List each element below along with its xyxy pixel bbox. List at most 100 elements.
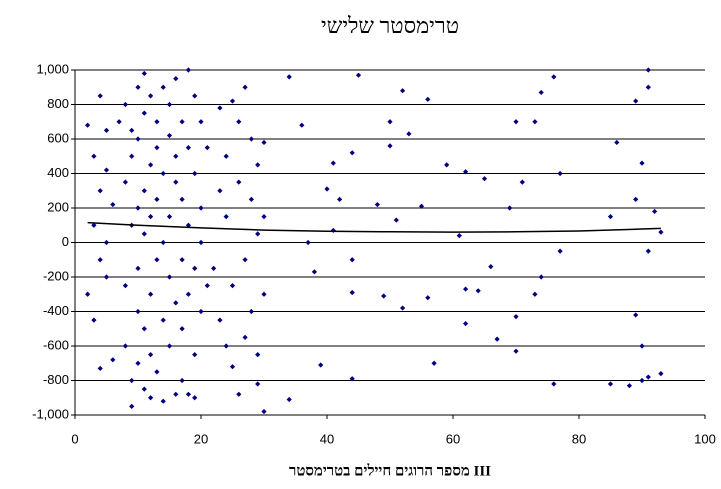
point xyxy=(122,283,128,289)
point xyxy=(242,84,248,90)
point xyxy=(173,76,179,82)
point xyxy=(160,84,166,90)
point xyxy=(639,377,645,384)
point xyxy=(185,67,191,73)
point xyxy=(160,398,166,404)
point xyxy=(248,308,254,315)
point xyxy=(141,326,147,332)
point xyxy=(255,352,261,358)
point xyxy=(166,132,173,139)
point xyxy=(658,229,664,235)
point xyxy=(154,257,160,263)
point xyxy=(330,227,336,234)
x-axis-label: מספר הרוגים חיילים בטרימסטר III xyxy=(289,462,491,479)
point xyxy=(236,179,242,185)
point xyxy=(538,89,544,96)
point xyxy=(381,293,387,299)
point xyxy=(198,239,204,246)
point xyxy=(242,334,248,340)
point xyxy=(173,391,179,397)
point xyxy=(645,84,651,90)
point xyxy=(122,343,128,349)
point xyxy=(261,214,267,220)
point xyxy=(349,376,355,382)
point xyxy=(166,274,173,280)
point xyxy=(148,291,154,297)
y-tick-label: 800 xyxy=(47,96,69,111)
point xyxy=(418,203,425,209)
chart-title: טרימסטר שלישי xyxy=(321,13,459,38)
point xyxy=(513,314,519,320)
point xyxy=(236,119,242,125)
x-tick-label: 80 xyxy=(572,431,586,446)
point xyxy=(135,360,141,366)
point xyxy=(148,93,154,99)
point xyxy=(431,360,437,366)
point xyxy=(658,371,664,377)
point xyxy=(255,162,261,168)
point xyxy=(166,343,173,349)
point xyxy=(116,119,122,125)
point xyxy=(217,105,223,111)
point xyxy=(148,214,154,220)
point xyxy=(538,274,544,280)
point xyxy=(97,93,103,99)
point xyxy=(463,320,469,327)
point xyxy=(374,201,380,208)
point xyxy=(97,188,103,194)
point xyxy=(148,395,154,401)
point xyxy=(97,257,103,263)
point xyxy=(551,381,557,387)
point xyxy=(633,196,639,202)
point xyxy=(166,101,173,108)
point xyxy=(129,153,135,159)
point xyxy=(387,119,393,125)
point xyxy=(122,101,128,108)
point xyxy=(349,289,355,296)
point xyxy=(154,145,160,151)
point xyxy=(135,136,141,142)
point xyxy=(103,167,110,173)
point xyxy=(557,248,563,254)
point xyxy=(507,205,513,211)
y-tick-label: 0 xyxy=(62,234,69,249)
point xyxy=(330,160,336,166)
point xyxy=(217,188,223,194)
point xyxy=(185,291,191,297)
point xyxy=(91,317,97,323)
point xyxy=(173,300,179,306)
point xyxy=(400,305,406,311)
point xyxy=(299,122,305,128)
y-tick-label: 200 xyxy=(47,199,69,214)
point xyxy=(211,265,217,271)
point xyxy=(248,196,254,202)
point xyxy=(475,288,481,294)
point xyxy=(173,153,179,159)
x-tick-label: 60 xyxy=(446,431,460,446)
point xyxy=(192,352,198,358)
point xyxy=(633,312,639,318)
point xyxy=(160,317,166,323)
point xyxy=(349,257,355,263)
point xyxy=(135,205,141,211)
point xyxy=(261,139,267,146)
point xyxy=(91,153,97,159)
point xyxy=(198,308,204,315)
point xyxy=(425,295,431,301)
trendline xyxy=(87,221,661,233)
y-tick-label: -600 xyxy=(43,337,69,352)
point xyxy=(236,391,242,397)
y-tick-label: -200 xyxy=(43,268,69,283)
point xyxy=(286,74,292,80)
point xyxy=(393,217,399,223)
y-tick-label: 1,000 xyxy=(36,61,69,76)
point xyxy=(179,119,185,125)
point xyxy=(192,170,198,177)
point xyxy=(192,395,198,401)
point xyxy=(160,170,166,177)
point xyxy=(198,205,204,211)
point xyxy=(349,150,355,156)
point xyxy=(154,369,160,375)
point xyxy=(110,201,116,208)
point xyxy=(204,283,210,289)
